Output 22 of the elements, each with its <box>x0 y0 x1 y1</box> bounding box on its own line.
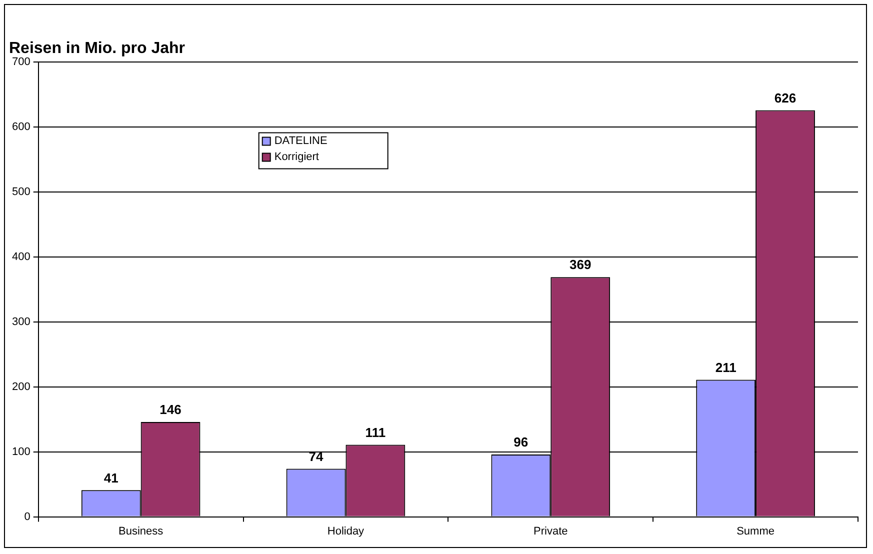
y-tick-label: 700 <box>12 56 30 68</box>
chart-title: Reisen in Mio. pro Jahr <box>9 40 186 58</box>
x-tick-label: Holiday <box>327 525 365 538</box>
legend-label: Korrigiert <box>274 151 319 164</box>
y-tick-label: 500 <box>12 186 30 198</box>
y-tick-label: 400 <box>12 251 30 264</box>
y-tick-label: 100 <box>12 446 30 458</box>
y-tick-label: 0 <box>24 510 30 523</box>
data-label: 41 <box>104 470 118 486</box>
x-tick-label: Private <box>534 525 568 538</box>
data-label: 211 <box>715 360 736 375</box>
data-label: 369 <box>569 257 592 272</box>
x-tick-label: Business <box>118 525 164 538</box>
x-tick-label: Summe <box>736 525 774 538</box>
data-label: 96 <box>514 434 528 450</box>
data-label: 146 <box>160 402 182 418</box>
y-tick-label: 300 <box>12 316 30 328</box>
y-tick-label: 600 <box>12 121 30 134</box>
data-label: 111 <box>365 424 386 440</box>
y-tick-label: 200 <box>12 380 30 393</box>
legend-label: DATELINE <box>274 135 328 148</box>
data-label: 626 <box>774 90 796 106</box>
